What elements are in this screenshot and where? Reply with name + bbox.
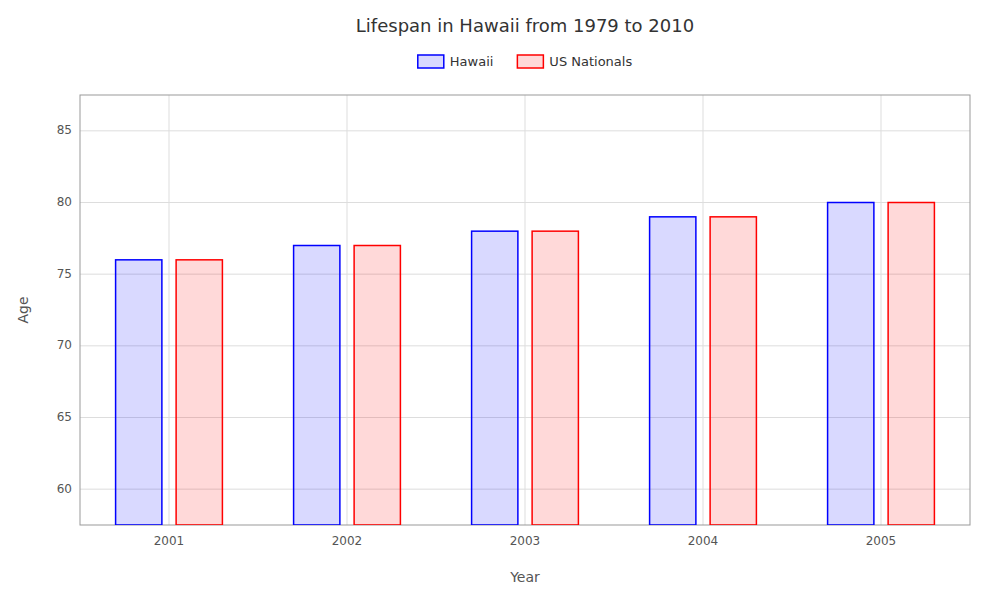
x-tick-label: 2001 xyxy=(154,534,185,548)
title: Lifespan in Hawaii from 1979 to 2010 xyxy=(356,15,694,36)
bar xyxy=(472,231,518,525)
plot-frame xyxy=(80,95,970,525)
x-grid-line xyxy=(881,95,882,525)
x-axis-label: Year xyxy=(509,569,540,585)
legend-item: US Nationals xyxy=(517,54,632,69)
chart-svg: 60 65 70 75 80 85 2001 2002 2003 2004 2005 Lifespan… xyxy=(0,0,1000,600)
bar xyxy=(354,246,400,526)
x-tick-label: 2002 xyxy=(332,534,363,548)
legend-item: Hawaii xyxy=(418,54,494,69)
bar xyxy=(532,231,578,525)
x-tick-label: 2004 xyxy=(688,534,719,548)
bar xyxy=(888,203,934,526)
bar xyxy=(176,260,222,525)
x-tick-label: 2003 xyxy=(510,534,541,548)
chart-container: 60 65 70 75 80 85 2001 2002 2003 2004 2005 Lifespan… xyxy=(0,0,1000,600)
legend-label: US Nationals xyxy=(549,54,632,69)
y-tick-label: 85 xyxy=(57,123,72,137)
x-grid-line xyxy=(703,95,704,525)
bar xyxy=(116,260,162,525)
y-tick-label: 75 xyxy=(57,267,72,281)
y-tick-label: 70 xyxy=(57,338,72,352)
bar xyxy=(710,217,756,525)
legend-label: Hawaii xyxy=(450,54,494,69)
x-grid-line xyxy=(169,95,170,525)
bars xyxy=(116,203,935,526)
legend-swatch xyxy=(517,55,543,68)
x-grid-line xyxy=(347,95,348,525)
legend: Hawaii US Nationals xyxy=(418,54,633,69)
bar xyxy=(828,203,874,526)
bar xyxy=(650,217,696,525)
y-axis-label: Age xyxy=(15,296,31,323)
bar xyxy=(294,246,340,526)
legend-swatch xyxy=(418,55,444,68)
x-tick-label: 2005 xyxy=(866,534,897,548)
y-tick-label: 80 xyxy=(57,195,72,209)
grid xyxy=(80,95,970,525)
x-grid-line xyxy=(525,95,526,525)
y-tick-label: 60 xyxy=(57,482,72,496)
y-tick-label: 65 xyxy=(57,410,72,424)
